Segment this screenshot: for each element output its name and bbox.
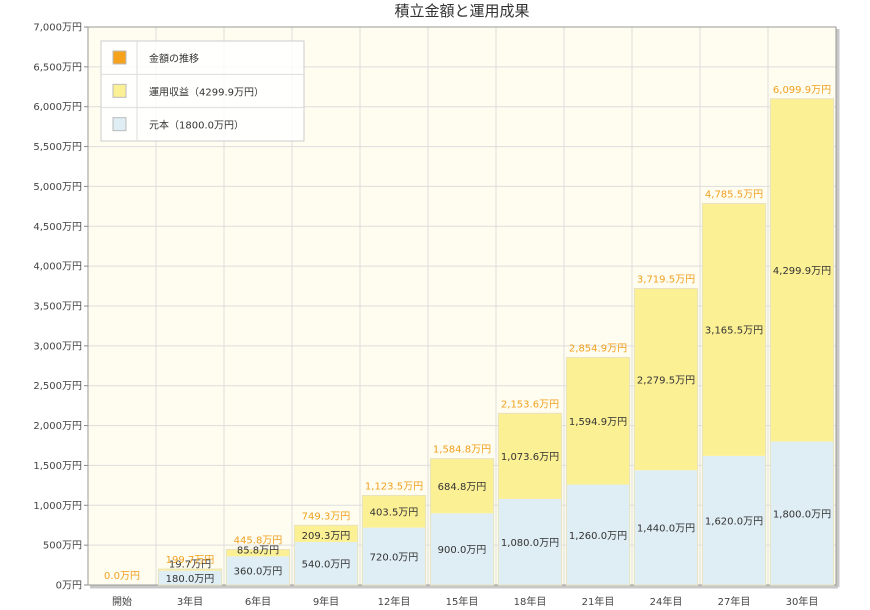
return-data-label: 3,165.5万円 xyxy=(705,326,763,337)
bar-principal xyxy=(498,498,562,585)
total-data-label: 1,123.5万円 xyxy=(365,481,423,492)
return-data-label: 85.8万円 xyxy=(237,545,279,556)
y-tick-label: 4,500万円 xyxy=(33,222,82,233)
y-tick-label: 2,500万円 xyxy=(33,381,82,392)
return-data-label: 403.5万円 xyxy=(370,508,419,519)
total-data-label: 2,854.9万円 xyxy=(569,343,627,354)
bar-investment-return xyxy=(362,495,426,528)
principal-data-label: 360.0万円 xyxy=(234,567,283,578)
legend-swatch xyxy=(112,117,127,132)
y-tick-label: 6,500万円 xyxy=(33,62,82,73)
bar-principal xyxy=(634,470,698,585)
bar-investment-return xyxy=(498,413,562,499)
x-tick-label: 9年目 xyxy=(313,595,339,608)
x-tick-label: 6年目 xyxy=(245,595,271,608)
principal-data-label: 1,440.0万円 xyxy=(637,524,695,535)
bar-investment-return xyxy=(634,288,698,471)
x-tick-label: 3年目 xyxy=(177,595,203,608)
principal-data-label: 1,260.0万円 xyxy=(569,531,627,542)
bar-principal xyxy=(226,556,290,585)
bar-principal xyxy=(158,570,222,585)
total-data-label: 445.8万円 xyxy=(234,535,283,546)
bar-principal xyxy=(294,541,358,585)
x-tick-label: 21年目 xyxy=(582,595,615,608)
legend-label: 元本（1800.0万円） xyxy=(149,119,244,132)
y-tick-label: 3,500万円 xyxy=(33,302,82,313)
bar-outline xyxy=(225,548,291,586)
total-data-label: 749.3万円 xyxy=(302,511,351,522)
bar-investment-return xyxy=(770,98,834,442)
principal-data-label: 900.0万円 xyxy=(438,545,487,556)
bar-investment-return xyxy=(702,203,766,456)
legend-box xyxy=(100,40,305,142)
bar-outline xyxy=(497,412,563,586)
y-tick-label: 3,000万円 xyxy=(33,341,82,352)
principal-data-label: 720.0万円 xyxy=(370,552,419,563)
bar-principal xyxy=(566,484,630,585)
chart-title: 積立金額と運用成果 xyxy=(394,2,529,20)
y-tick-label: 0万円 xyxy=(56,581,82,592)
bar-investment-return xyxy=(158,569,222,571)
y-tick-label: 7,000万円 xyxy=(33,23,82,34)
bar-outline xyxy=(701,203,767,586)
y-tick-label: 2,000万円 xyxy=(33,421,82,432)
principal-data-label: 1,080.0万円 xyxy=(501,538,559,549)
principal-data-label: 540.0万円 xyxy=(302,559,351,570)
x-tick-label: 開始 xyxy=(112,595,132,608)
principal-data-label: 180.0万円 xyxy=(166,574,215,585)
bar-investment-return xyxy=(294,525,358,542)
total-data-label: 6,099.9万円 xyxy=(773,85,831,96)
total-data-label: 2,153.6万円 xyxy=(501,399,559,410)
total-data-label: 1,584.8万円 xyxy=(433,445,491,456)
principal-data-label: 1,620.0万円 xyxy=(705,516,763,527)
bar-principal xyxy=(362,527,426,585)
bar-outline xyxy=(293,524,359,586)
y-tick-label: 4,000万円 xyxy=(33,262,82,273)
y-tick-label: 5,000万円 xyxy=(33,182,82,193)
return-data-label: 1,073.6万円 xyxy=(501,452,559,463)
bar-outline xyxy=(565,356,631,586)
principal-data-label: 1,800.0万円 xyxy=(773,509,831,520)
bar-outline xyxy=(633,288,699,586)
x-tick-label: 30年目 xyxy=(786,595,819,608)
total-data-label: 4,785.5万円 xyxy=(705,190,763,201)
bar-principal xyxy=(430,513,494,585)
legend-swatch xyxy=(112,50,127,65)
y-tick-label: 5,500万円 xyxy=(33,142,82,153)
bar-outline xyxy=(361,494,427,586)
return-data-label: 684.8万円 xyxy=(438,482,487,493)
y-tick-label: 1,000万円 xyxy=(33,501,82,512)
x-tick-label: 12年目 xyxy=(378,595,411,608)
y-tick-label: 500万円 xyxy=(43,541,82,552)
return-data-label: 209.3万円 xyxy=(302,531,351,542)
legend-label: 金額の推移 xyxy=(149,52,199,65)
legend-label: 運用収益（4299.9万円） xyxy=(149,85,264,98)
return-data-label: 1,594.9万円 xyxy=(569,417,627,428)
return-data-label: 19.7万円 xyxy=(169,560,211,571)
return-data-label: 2,279.5万円 xyxy=(637,375,695,386)
y-tick-label: 6,000万円 xyxy=(33,102,82,113)
x-tick-label: 24年目 xyxy=(650,595,683,608)
bar-outline xyxy=(769,98,835,586)
y-tick-label: 1,500万円 xyxy=(33,461,82,472)
x-tick-label: 15年目 xyxy=(446,595,479,608)
x-tick-label: 18年目 xyxy=(514,595,547,608)
bar-principal xyxy=(770,441,834,585)
bar-investment-return xyxy=(566,357,630,485)
bar-outline xyxy=(429,458,495,586)
x-tick-label: 27年目 xyxy=(718,595,751,608)
bar-investment-return xyxy=(226,549,290,557)
bar-investment-return xyxy=(430,458,494,514)
total-data-label: 0.0万円 xyxy=(104,571,140,582)
return-data-label: 4,299.9万円 xyxy=(773,266,831,277)
total-data-label: 199.7万円 xyxy=(166,555,215,566)
bar-outline xyxy=(157,568,223,586)
bar-principal xyxy=(702,455,766,585)
total-data-label: 3,719.5万円 xyxy=(637,275,695,286)
legend-swatch xyxy=(112,83,127,98)
